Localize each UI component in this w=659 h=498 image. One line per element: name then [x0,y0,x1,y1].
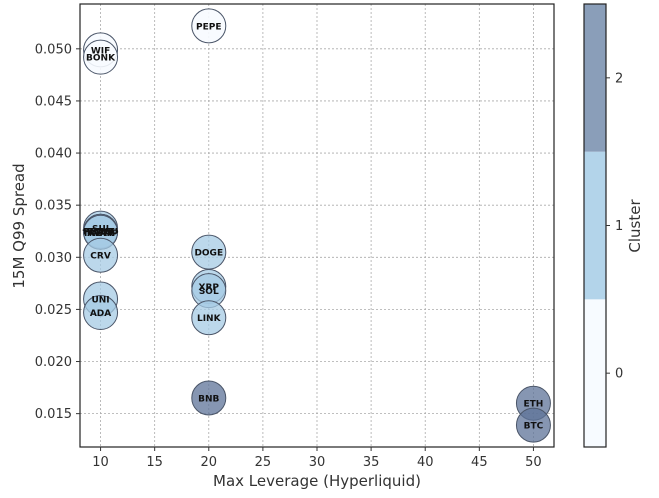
point-label: TRUMP [83,229,119,239]
x-tick-label: 30 [309,455,326,470]
point-label: ADA [90,309,111,319]
x-tick-label: 25 [255,455,272,470]
y-tick-label: 0.040 [35,147,72,162]
point-marker [191,300,227,336]
x-tick-label: 35 [363,455,380,470]
y-tick-label: 0.015 [35,407,72,422]
point-label: BNB [198,395,219,405]
point-marker [191,8,227,44]
point-label: BTC [524,422,544,432]
colorbar-label: Cluster [626,199,644,253]
point-label: AVAX [87,229,114,239]
x-tick-label: 15 [146,455,163,470]
point-label: XRP [199,283,220,293]
y-axis-label: 15M Q99 Spread [10,163,28,288]
point-label: SUI [92,225,109,235]
y-tick-label: 0.025 [35,303,72,318]
point-marker [515,407,551,443]
colorbar: 0 1 2 [583,3,623,448]
y-tick-label: 0.045 [35,94,72,109]
x-tick-label: 20 [201,455,218,470]
colorbar-band [584,151,606,300]
point-label: LINK [197,314,222,324]
y-tick-label: 0.035 [35,199,72,214]
x-axis-label: Max Leverage (Hyperliquid) [213,472,421,490]
x-tick-label: 45 [471,455,488,470]
colorbar-tick-label: 0 [615,367,623,382]
y-tick-label: 0.020 [35,355,72,370]
point-label: SOL [199,287,219,297]
point-label: PNUT [87,228,115,238]
grid-layer [80,4,554,447]
point-label: DOGE [194,249,223,259]
ticks-layer: 10 15 20 25 30 35 40 45 50 0.015 0.020 0.025 0.030 0.… [35,42,542,470]
x-tick-label: 40 [417,455,434,470]
x-tick-label: 50 [525,455,542,470]
point-label: UNI [91,295,109,305]
y-tick-label: 0.030 [35,251,72,266]
x-tick-label: 10 [92,455,109,470]
point-marker [83,237,119,273]
point-label: PENGU [83,228,118,238]
point-label: ETH [524,400,544,410]
point-marker [83,39,119,75]
point-marker [191,380,227,416]
y-tick-label: 0.050 [35,42,72,57]
colorbar-tick-label: 2 [615,71,623,86]
colorbar-band [584,299,606,447]
point-label: WIF [91,46,110,56]
point-label: PEPE [196,22,222,32]
point-label: BONK [86,54,116,64]
point-label: CRV [90,252,111,262]
colorbar-tick-label: 1 [615,219,623,234]
colorbar-band [584,4,606,152]
point-marker [83,295,119,331]
